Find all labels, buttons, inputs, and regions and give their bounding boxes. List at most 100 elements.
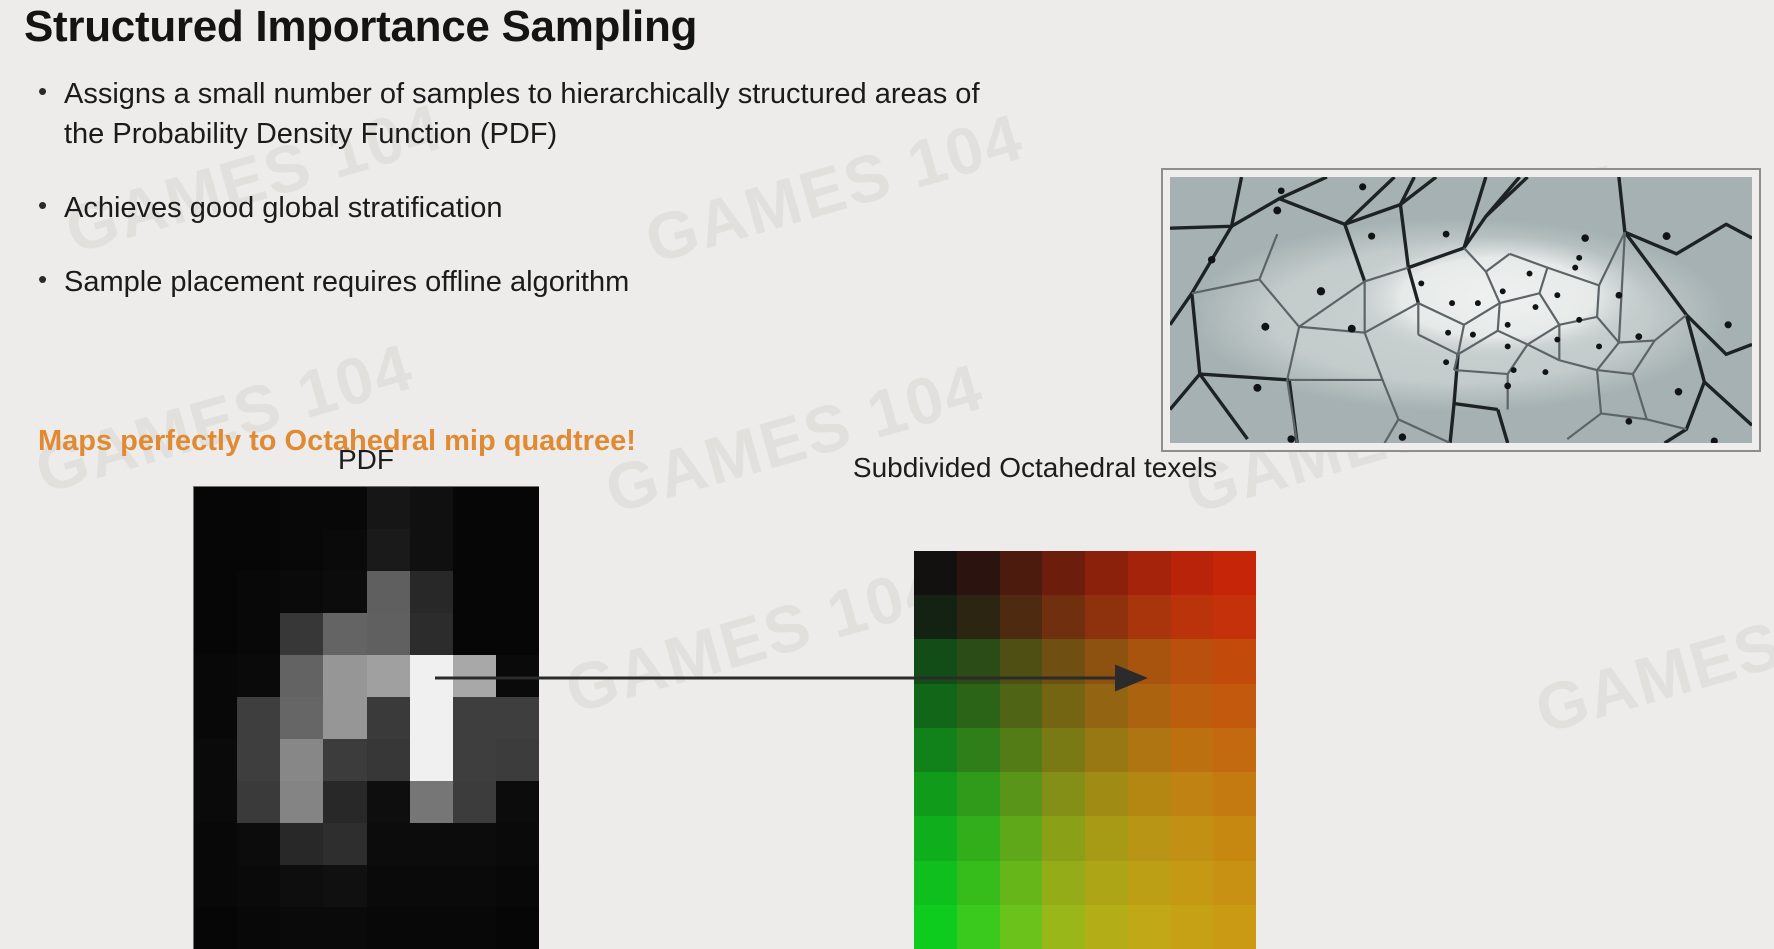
pdf-texel	[452, 613, 496, 655]
bullet-marker-icon: •	[38, 264, 48, 294]
watermark-text: GAMES 104	[557, 548, 952, 728]
pdf-texel	[452, 655, 496, 697]
pdf-texel	[194, 823, 238, 865]
pdf-texel	[280, 739, 324, 781]
octahedral-texel	[914, 772, 957, 817]
octahedral-texel	[1085, 772, 1128, 817]
pdf-texel-grid	[193, 486, 539, 949]
octahedral-texel	[999, 816, 1043, 861]
octahedral-texel	[1213, 772, 1256, 817]
subdivided-octahedral-texel-grid	[914, 551, 1256, 949]
octahedral-texel	[1170, 683, 1214, 728]
pdf-texel	[280, 907, 324, 949]
pdf-texel	[237, 571, 281, 613]
octahedral-texel	[914, 595, 957, 640]
pdf-texel	[194, 739, 238, 781]
pdf-texel	[323, 529, 367, 571]
pdf-texel	[194, 907, 238, 949]
octahedral-texel	[1085, 551, 1128, 596]
pdf-texel	[237, 739, 281, 781]
pdf-texel	[194, 571, 238, 613]
pdf-texel	[366, 571, 410, 613]
pdf-texel	[237, 487, 281, 529]
octahedral-texel	[956, 683, 1000, 728]
octahedral-texel	[956, 727, 1000, 773]
octahedral-texel	[1170, 772, 1214, 817]
octahedral-texel	[1170, 551, 1214, 596]
voronoi-diagram	[1170, 177, 1752, 443]
pdf-texel	[409, 487, 453, 529]
pdf-texel	[323, 781, 367, 823]
octahedral-texel	[1213, 639, 1256, 684]
octahedral-texel	[956, 772, 1000, 817]
octahedral-texel	[1085, 860, 1128, 905]
pdf-texel	[366, 655, 410, 697]
octahedral-texel	[1213, 727, 1256, 773]
pdf-texel	[237, 907, 281, 949]
pdf-texel	[495, 907, 539, 949]
pdf-texel	[366, 865, 410, 907]
pdf-texel	[495, 739, 539, 781]
octahedral-texel	[956, 595, 1000, 640]
octahedral-texel	[999, 683, 1043, 728]
pdf-texel	[366, 781, 410, 823]
pdf-texel	[280, 613, 324, 655]
octahedral-texel	[1085, 816, 1128, 861]
pdf-texel	[194, 529, 238, 571]
pdf-texel	[452, 571, 496, 613]
list-item: • Achieves good global stratification	[34, 188, 1034, 228]
octahedral-texel	[914, 904, 957, 949]
octahedral-texel	[914, 639, 957, 684]
pdf-texel	[237, 613, 281, 655]
octahedral-texel	[1085, 683, 1128, 728]
octahedral-texel	[1127, 639, 1171, 684]
bullet-text: Assigns a small number of samples to hie…	[64, 78, 980, 150]
pdf-texel	[280, 571, 324, 613]
pdf-figure-label: PDF	[338, 444, 394, 475]
pdf-texel	[237, 697, 281, 739]
octahedral-texel	[1085, 904, 1128, 949]
pdf-texel	[452, 823, 496, 865]
octahedral-texel	[956, 860, 1000, 905]
pdf-texel	[452, 865, 496, 907]
pdf-texel	[409, 655, 453, 697]
pdf-texel	[237, 823, 281, 865]
octahedral-texel	[999, 860, 1043, 905]
octahedral-texel	[1170, 816, 1214, 861]
pdf-texel	[452, 907, 496, 949]
octahedral-texel	[1170, 595, 1214, 640]
texel-figure-label: Subdivided Octahedral texels	[852, 452, 1218, 483]
pdf-texel	[280, 823, 324, 865]
pdf-texel	[495, 571, 539, 613]
pdf-texel	[366, 529, 410, 571]
pdf-texel	[237, 865, 281, 907]
pdf-texel	[237, 529, 281, 571]
pdf-texel	[452, 781, 496, 823]
octahedral-texel	[999, 727, 1043, 773]
octahedral-texel	[1127, 551, 1171, 596]
pdf-texel	[323, 865, 367, 907]
octahedral-texel	[1213, 860, 1256, 905]
pdf-texel	[323, 487, 367, 529]
octahedral-texel	[1085, 727, 1128, 773]
pdf-texel	[323, 655, 367, 697]
pdf-texel	[495, 865, 539, 907]
octahedral-texel	[999, 639, 1043, 684]
list-item: • Assigns a small number of samples to h…	[34, 74, 1034, 154]
octahedral-texel	[1042, 595, 1085, 640]
octahedral-texel	[956, 816, 1000, 861]
pdf-texel	[495, 697, 539, 739]
octahedral-texel	[1170, 727, 1214, 773]
pdf-texel	[452, 529, 496, 571]
octahedral-texel	[914, 551, 957, 596]
octahedral-texel	[1042, 772, 1085, 817]
octahedral-texel	[1213, 595, 1256, 640]
list-item: • Sample placement requires offline algo…	[34, 262, 1034, 302]
highlight-callout: Maps perfectly to Octahedral mip quadtre…	[38, 425, 636, 457]
slide-title: Structured Importance Sampling	[24, 2, 698, 51]
voronoi-sample-dots	[1207, 183, 1732, 443]
pdf-texel	[452, 697, 496, 739]
octahedral-texel	[1213, 816, 1256, 861]
pdf-texel	[495, 613, 539, 655]
pdf-texel	[495, 781, 539, 823]
